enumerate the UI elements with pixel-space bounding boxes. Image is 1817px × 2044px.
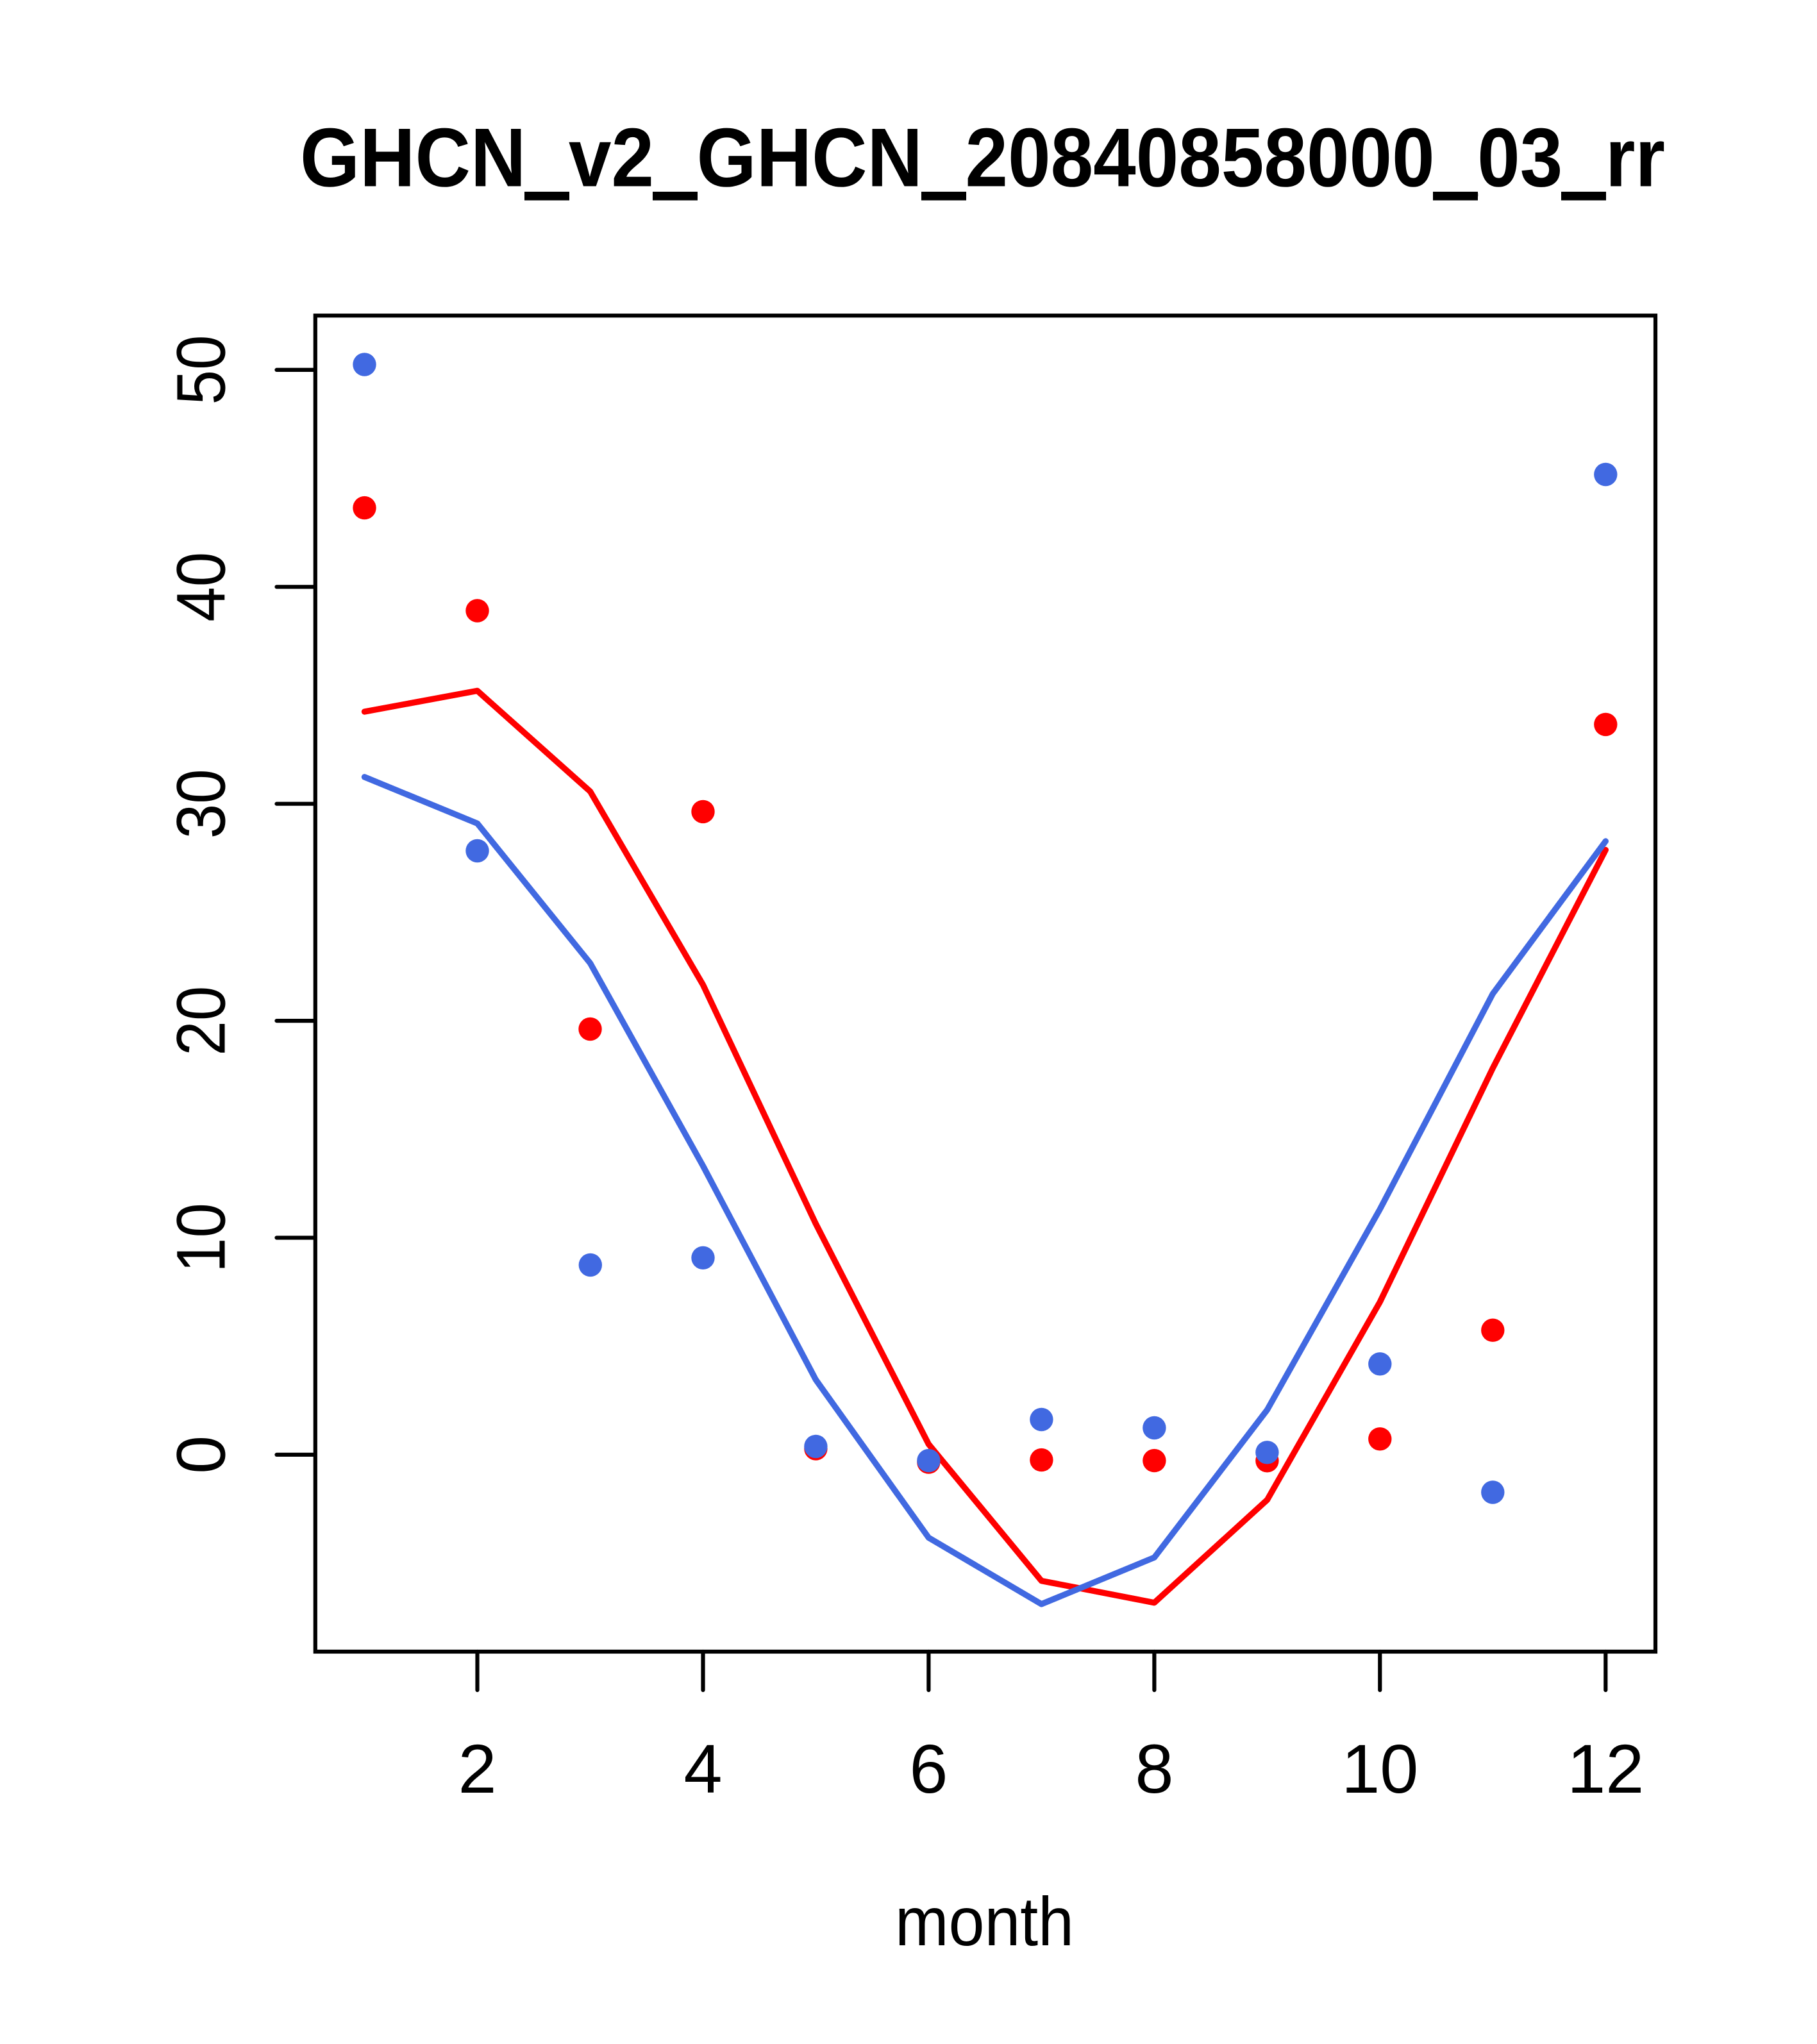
svg-text:8: 8: [1135, 1730, 1173, 1807]
svg-text:20: 20: [162, 986, 239, 1056]
svg-text:GHCN_v2_GHCN_20840858000_03_rr: GHCN_v2_GHCN_20840858000_03_rr: [300, 110, 1665, 204]
svg-text:50: 50: [162, 335, 239, 405]
svg-text:4: 4: [683, 1730, 722, 1807]
svg-text:40: 40: [162, 552, 239, 622]
svg-text:10: 10: [162, 1203, 239, 1273]
svg-text:30: 30: [162, 769, 239, 839]
svg-text:month: month: [895, 1882, 1074, 1960]
svg-text:12: 12: [1567, 1730, 1644, 1807]
svg-text:6: 6: [909, 1730, 948, 1807]
svg-text:0: 0: [162, 1436, 239, 1474]
svg-text:10: 10: [1341, 1730, 1418, 1807]
svg-text:2: 2: [458, 1730, 496, 1807]
